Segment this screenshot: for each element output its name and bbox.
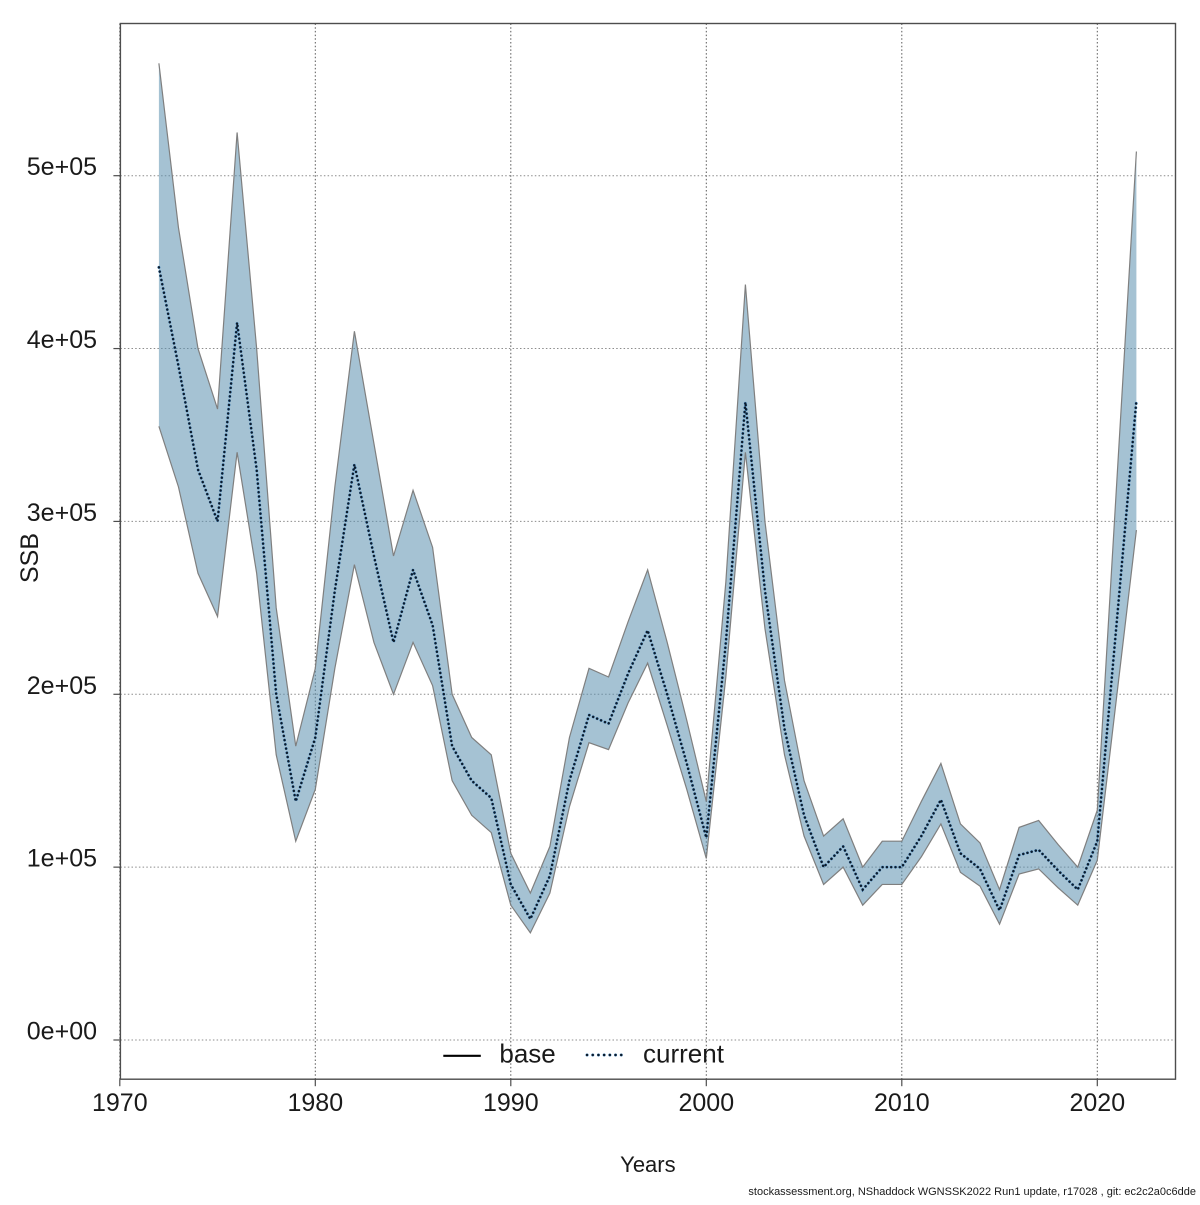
svg-text:1980: 1980	[287, 1089, 343, 1117]
svg-text:2020: 2020	[1069, 1089, 1125, 1117]
svg-text:0e+00: 0e+00	[27, 1018, 97, 1046]
svg-text:2000: 2000	[678, 1089, 734, 1117]
svg-text:1970: 1970	[92, 1089, 148, 1117]
svg-text:2e+05: 2e+05	[27, 672, 97, 700]
svg-text:1990: 1990	[483, 1089, 539, 1117]
svg-text:4e+05: 4e+05	[27, 326, 97, 354]
svg-text:1e+05: 1e+05	[27, 845, 97, 873]
svg-text:stockassessment.org, NShaddock: stockassessment.org, NShaddock WGNSSK202…	[748, 1186, 1196, 1198]
svg-text:5e+05: 5e+05	[27, 153, 97, 181]
svg-text:3e+05: 3e+05	[27, 499, 97, 527]
svg-text:2010: 2010	[874, 1089, 930, 1117]
svg-text:current: current	[643, 1038, 725, 1068]
svg-text:SSB: SSB	[16, 533, 44, 583]
svg-text:base: base	[499, 1038, 555, 1068]
svg-text:Years: Years	[620, 1152, 675, 1177]
